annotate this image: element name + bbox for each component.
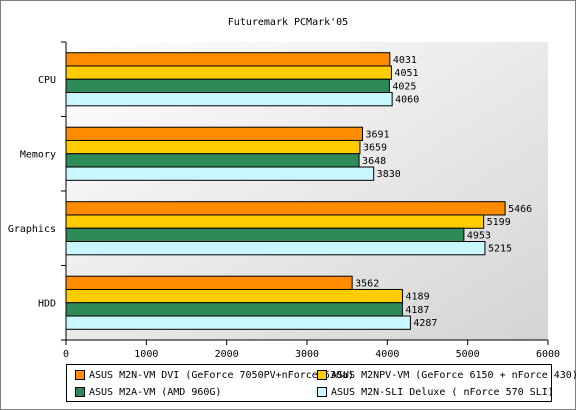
- data-label: 4051: [394, 68, 418, 79]
- bar-graphics-series-1: [65, 201, 506, 216]
- data-label: 3830: [377, 169, 401, 180]
- category-label: Graphics: [8, 224, 56, 235]
- data-label: 3691: [366, 129, 390, 140]
- bar-memory-series-2: [65, 139, 361, 155]
- legend-label: ASUS M2A-VM (AMD 960G): [89, 386, 222, 398]
- x-tick-label: 0: [63, 349, 69, 360]
- legend-swatch: [75, 387, 85, 397]
- x-tick-label: 3000: [295, 349, 319, 360]
- legend-item-1: ASUS M2N-VM DVI (GeForce 7050PV+nForce 6…: [75, 368, 354, 382]
- legend-item-3: ASUS M2A-VM (AMD 960G): [75, 385, 221, 399]
- legend-item-2: ASUS M2NPV-VM (GeForce 6150 + nForce 430…: [317, 368, 576, 382]
- bar-hdd-series-1: [65, 275, 353, 290]
- x-tick-label: 1000: [134, 349, 158, 360]
- bar-cpu-series-1: [65, 52, 391, 67]
- x-tick-label: 6000: [536, 349, 560, 360]
- data-label: 4060: [395, 95, 419, 106]
- data-label: 4287: [413, 318, 437, 329]
- data-label: 5215: [488, 244, 512, 255]
- legend-swatch: [317, 387, 327, 397]
- bar-graphics-series-2: [65, 214, 485, 229]
- chart-title: Futuremark PCMark'05: [228, 17, 348, 28]
- bar-hdd-series-4: [65, 315, 411, 330]
- bar-graphics-series-4: [65, 241, 486, 256]
- bar-hdd-series-3: [65, 302, 403, 317]
- bar-cpu-series-4: [65, 92, 393, 107]
- data-label: 4025: [392, 81, 416, 92]
- legend-label: ASUS M2N-SLI Deluxe ( nForce 570 SLI): [331, 386, 554, 398]
- bar-hdd-series-2: [65, 288, 404, 304]
- bar-memory-series-1: [65, 126, 364, 141]
- bar-cpu-series-3: [65, 78, 390, 94]
- category-label: HDD: [38, 298, 56, 309]
- legend-swatch: [75, 370, 85, 380]
- category-label: CPU: [38, 75, 56, 86]
- bar-cpu-series-2: [65, 65, 392, 80]
- legend-item-4: ASUS M2N-SLI Deluxe ( nForce 570 SLI): [317, 385, 554, 399]
- legend-swatch: [317, 370, 327, 380]
- legend-label: ASUS M2N-VM DVI (GeForce 7050PV+nForce 6…: [89, 369, 354, 381]
- bar-memory-series-4: [65, 166, 375, 181]
- x-tick-label: 2000: [215, 349, 239, 360]
- x-tick-label: 4000: [375, 349, 399, 360]
- category-label: Memory: [20, 149, 56, 160]
- x-tick-label: 5000: [456, 349, 480, 360]
- legend: ASUS M2N-VM DVI (GeForce 7050PV+nForce 6…: [66, 364, 576, 402]
- bar-graphics-series-3: [65, 227, 465, 243]
- data-label: 4187: [405, 305, 429, 316]
- data-label: 4189: [406, 292, 430, 303]
- data-label: 3648: [362, 156, 386, 167]
- data-label: 3562: [355, 278, 379, 289]
- data-label: 4031: [393, 55, 417, 66]
- data-label: 4953: [467, 230, 491, 241]
- data-label: 3659: [363, 143, 387, 154]
- legend-label: ASUS M2NPV-VM (GeForce 6150 + nForce 430…: [331, 369, 576, 381]
- data-label: 5199: [487, 217, 511, 228]
- data-label: 5466: [508, 204, 532, 215]
- bar-memory-series-3: [65, 153, 360, 168]
